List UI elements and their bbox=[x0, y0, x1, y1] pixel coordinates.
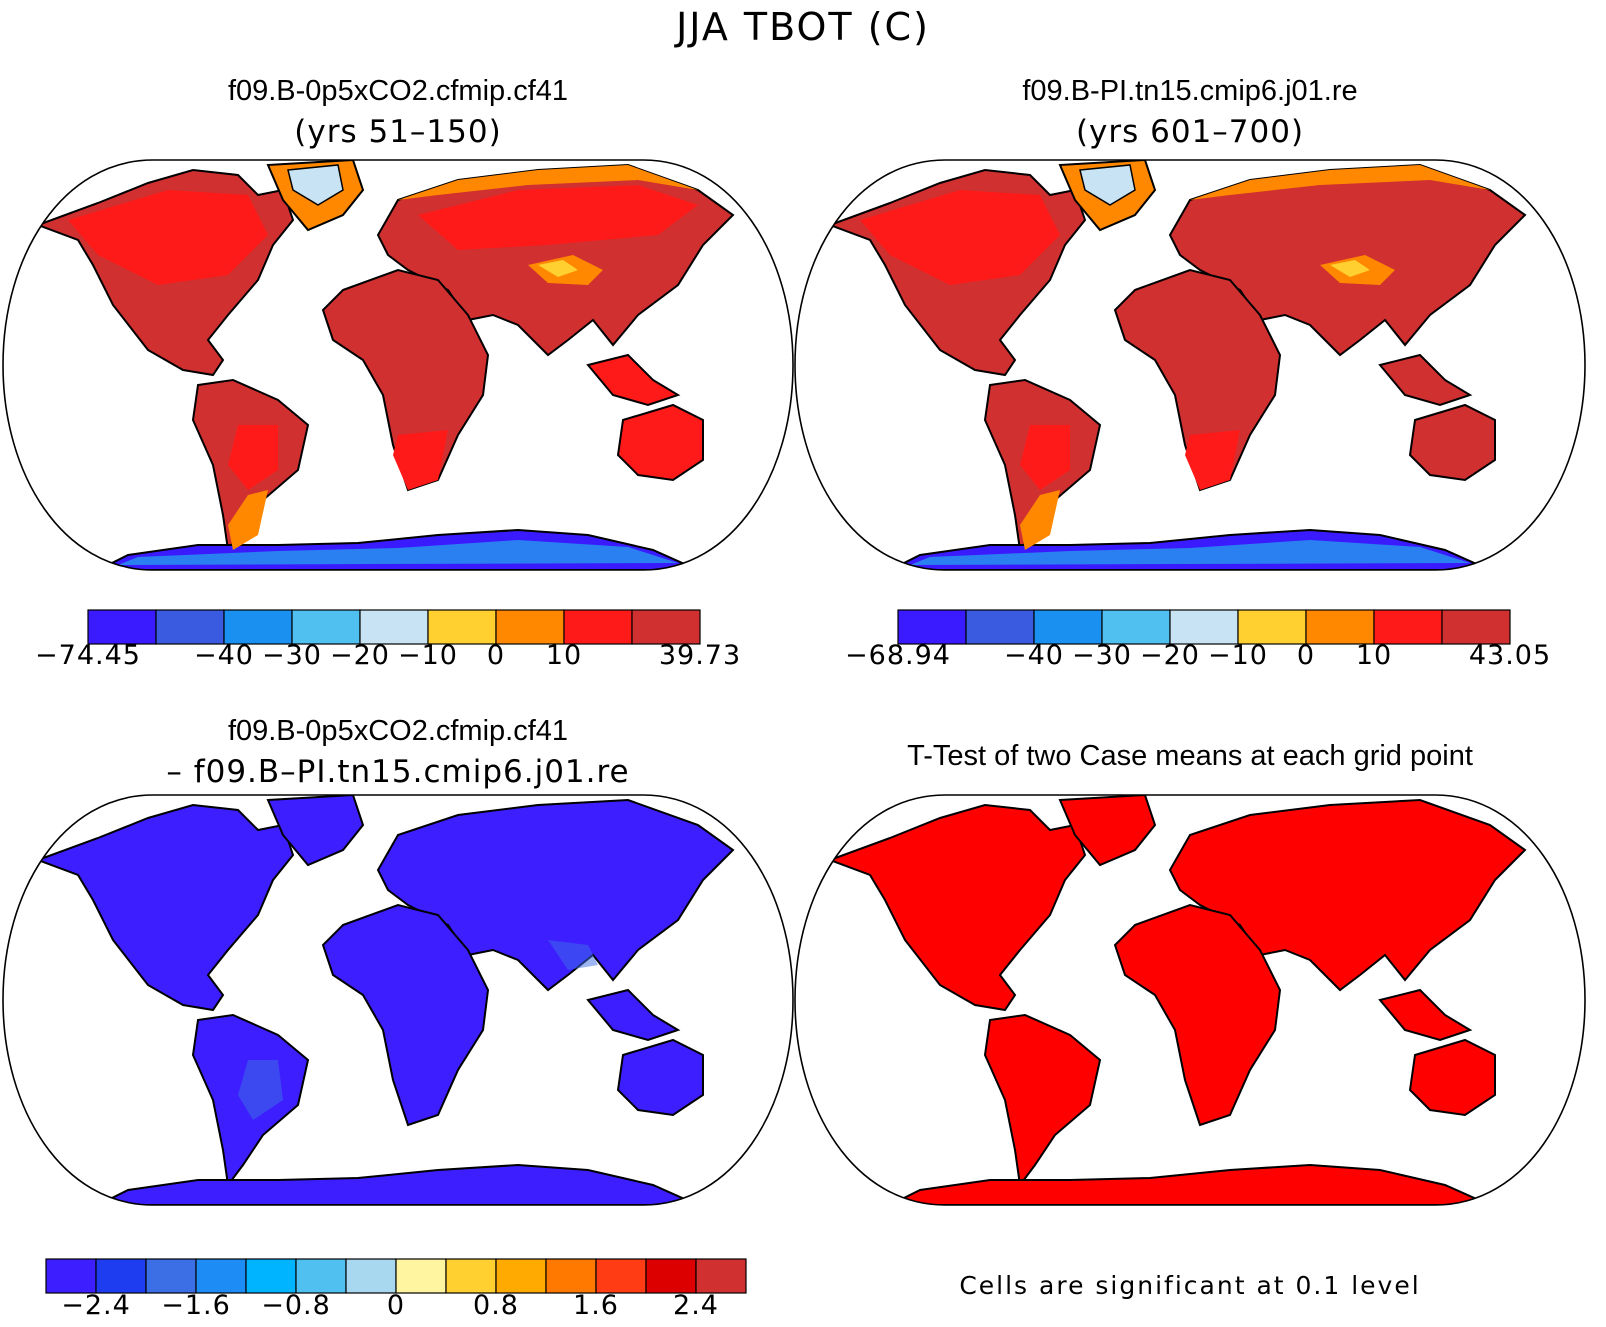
warm-band-namerica bbox=[860, 190, 1060, 285]
colorbar-swatch bbox=[563, 609, 633, 645]
colorbar-swatch bbox=[1373, 609, 1443, 645]
map bbox=[2, 794, 794, 1206]
colorbar-swatch bbox=[1441, 609, 1511, 645]
colorbar-swatch bbox=[495, 609, 565, 645]
colorbar-swatch bbox=[245, 1258, 297, 1294]
colorbar-label: 0.8 bbox=[473, 1290, 519, 1321]
colorbar-swatch bbox=[395, 1258, 447, 1294]
colorbar-label: 43.05 bbox=[1469, 640, 1551, 671]
colorbar-swatch bbox=[965, 609, 1035, 645]
colorbar-label: −0.8 bbox=[261, 1290, 331, 1321]
colorbar-swatch bbox=[695, 1258, 747, 1294]
colorbar-label: −2.4 bbox=[61, 1290, 131, 1321]
colorbar-swatch bbox=[897, 609, 967, 645]
panel-3: f09.B-0p5xCO2.cfmip.cf41 – f09.B–PI.tn15.… bbox=[2, 715, 794, 1321]
colorbar-swatch bbox=[427, 609, 497, 645]
colorbar-label: −20 bbox=[1140, 640, 1200, 671]
colorbar: −2.4 −1.6 −0.8 0 0.8 1.6 2.4 bbox=[45, 1258, 747, 1321]
southafrica-band bbox=[393, 430, 448, 490]
patagonia-band bbox=[228, 490, 268, 550]
colorbar-swatch bbox=[223, 609, 293, 645]
colorbar-swatch bbox=[87, 609, 157, 645]
panel-case-name: f09.B-0p5xCO2.cfmip.cf41 bbox=[228, 715, 568, 747]
greenland-ice bbox=[287, 164, 344, 206]
land-fill bbox=[37, 160, 734, 570]
map bbox=[794, 159, 1586, 571]
tibet-core bbox=[538, 260, 578, 277]
panel-case-name: f09.B-PI.tn15.cmip6.j01.re bbox=[1022, 75, 1357, 107]
warm-band-namerica bbox=[68, 190, 268, 285]
colorbar-swatch bbox=[295, 1258, 347, 1294]
colorbar-label: 0 bbox=[1297, 640, 1315, 671]
colorbar-label: 10 bbox=[1356, 640, 1392, 671]
panel-case-name: T-Test of two Case means at each grid po… bbox=[907, 740, 1473, 772]
tibet-core bbox=[1330, 260, 1370, 277]
colorbar-label: 0 bbox=[387, 1290, 405, 1321]
colorbar: −74.45 −40 −30 −20 −10 0 10 39.73 bbox=[35, 609, 741, 671]
panel-1: f09.B-0p5xCO2.cfmip.cf41 (yrs 51–150) −74.… bbox=[2, 75, 794, 671]
antarctic-edge bbox=[910, 540, 1470, 565]
cool-band-arctic bbox=[398, 165, 698, 200]
colorbar-swatch bbox=[1305, 609, 1375, 645]
colorbar-label: −68.94 bbox=[845, 640, 951, 671]
panel-2: f09.B-PI.tn15.cmip6.j01.re (yrs 601–700) −… bbox=[794, 75, 1586, 671]
panel-subtitle: (yrs 51–150) bbox=[294, 114, 501, 150]
colorbar-swatch bbox=[195, 1258, 247, 1294]
colorbar-label: −10 bbox=[1208, 640, 1268, 671]
colorbar-label: −20 bbox=[330, 640, 390, 671]
land-fill bbox=[37, 795, 734, 1205]
colorbar-swatch bbox=[1101, 609, 1171, 645]
colorbar-swatch bbox=[291, 609, 361, 645]
panel-4: T-Test of two Case means at each grid po… bbox=[794, 740, 1586, 1300]
colorbar-label: 10 bbox=[546, 640, 582, 671]
panel-subtitle: – f09.B–PI.tn15.cmip6.j01.re bbox=[166, 754, 629, 790]
colorbar-label: 1.6 bbox=[573, 1290, 619, 1321]
colorbar-label: −1.6 bbox=[161, 1290, 231, 1321]
panel-subtitle: (yrs 601–700) bbox=[1076, 114, 1304, 150]
colorbar-label: −40 bbox=[194, 640, 254, 671]
colorbar-label: −10 bbox=[398, 640, 458, 671]
colorbar-swatch bbox=[155, 609, 225, 645]
colorbar-label: 0 bbox=[487, 640, 505, 671]
panel-case-name: f09.B-0p5xCO2.cfmip.cf41 bbox=[228, 75, 568, 107]
colorbar-swatch bbox=[95, 1258, 147, 1294]
colorbar-swatch bbox=[645, 1258, 697, 1294]
greenland-ice bbox=[1079, 164, 1136, 206]
warm-band-eurasia bbox=[418, 185, 698, 250]
colorbar: −68.94 −40 −30 −20 −10 0 10 43.05 bbox=[845, 609, 1551, 671]
colorbar-swatch bbox=[1169, 609, 1239, 645]
antarctic-edge bbox=[118, 540, 678, 565]
southafrica-band bbox=[1185, 430, 1240, 490]
southam-band bbox=[1020, 425, 1070, 490]
map bbox=[2, 159, 794, 571]
warm-band-eurasia bbox=[1210, 185, 1490, 250]
colorbar-label: 39.73 bbox=[659, 640, 741, 671]
colorbar-label: −74.45 bbox=[35, 640, 141, 671]
map bbox=[794, 794, 1586, 1206]
colorbar-label: −40 bbox=[1004, 640, 1064, 671]
diff-amazon-patch bbox=[238, 1060, 283, 1120]
colorbar-swatch bbox=[359, 609, 429, 645]
colorbar-swatch bbox=[631, 609, 701, 645]
colorbar-swatch bbox=[545, 1258, 597, 1294]
colorbar-swatch bbox=[1033, 609, 1103, 645]
cool-band-arctic bbox=[1190, 165, 1490, 200]
diff-asia-patch bbox=[548, 940, 598, 970]
colorbar-swatch bbox=[1237, 609, 1307, 645]
colorbar-swatch bbox=[445, 1258, 497, 1294]
colorbar-swatch bbox=[45, 1258, 97, 1294]
patagonia-band bbox=[1020, 490, 1060, 550]
colorbar-swatch bbox=[595, 1258, 647, 1294]
colorbar-label: −30 bbox=[1072, 640, 1132, 671]
southam-band bbox=[228, 425, 278, 490]
colorbar-label: −30 bbox=[262, 640, 322, 671]
colorbar-swatch bbox=[145, 1258, 197, 1294]
colorbar-swatch bbox=[345, 1258, 397, 1294]
significance-note: Cells are significant at 0.1 level bbox=[959, 1271, 1420, 1300]
land-fill bbox=[829, 160, 1526, 570]
figure-title: JJA TBOT (C) bbox=[674, 5, 930, 49]
colorbar-label: 2.4 bbox=[673, 1290, 719, 1321]
colorbar-swatch bbox=[495, 1258, 547, 1294]
